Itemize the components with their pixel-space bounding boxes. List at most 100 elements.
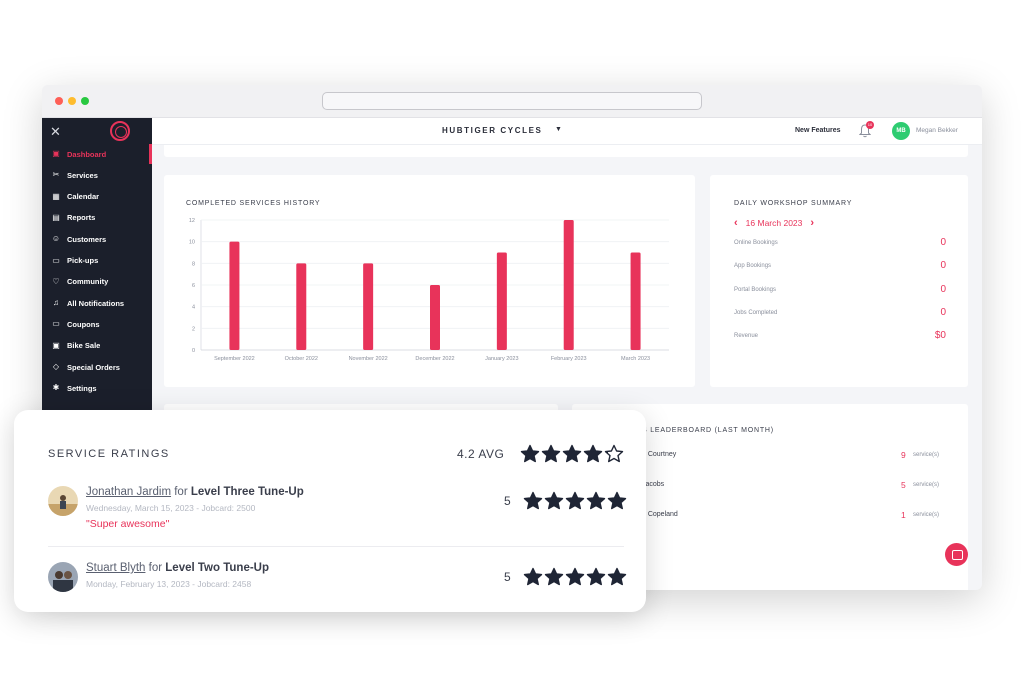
bar[interactable]: [430, 285, 440, 350]
star-icon: [523, 491, 543, 510]
bar[interactable]: [229, 241, 240, 350]
service-unit: service(s): [913, 482, 940, 488]
sidebar-item-customers[interactable]: ☺ Customers: [42, 229, 152, 249]
new-features-link[interactable]: New Features: [795, 127, 841, 134]
browser-titlebar: [42, 85, 982, 118]
review-quote: "Super awesome": [86, 518, 170, 530]
daily-summary-card: DAILY WORKSHOP SUMMARY ‹ 16 March 2023 ›…: [710, 175, 968, 387]
sidebar-item-label: Calendar: [67, 192, 100, 202]
sidebar-item-calendar[interactable]: ▦ Calendar: [42, 187, 152, 207]
review-stars: [523, 491, 627, 511]
date-navigator: ‹ 16 March 2023 ›: [734, 217, 814, 229]
y-tick-label: 2: [192, 326, 195, 332]
average-stars: [520, 444, 624, 464]
avatar[interactable]: MB: [892, 122, 910, 140]
reviewer-avatar[interactable]: [48, 562, 78, 592]
close-icon[interactable]: ✕: [50, 124, 61, 139]
sidebar-item-pick-ups[interactable]: ▭ Pick-ups: [42, 251, 152, 271]
summary-label: Jobs Completed: [734, 309, 778, 316]
sidebar-item-dashboard[interactable]: ▣ Dashboard: [42, 144, 152, 164]
calendar-icon: ▦: [52, 191, 60, 201]
close-window-button[interactable]: [55, 97, 63, 105]
summary-label: Portal Bookings: [734, 286, 777, 293]
reviewer-name-link[interactable]: Jonathan Jardim: [86, 486, 172, 498]
mechanic-name: d Copeland: [642, 511, 678, 518]
maximize-window-button[interactable]: [81, 97, 89, 105]
leaderboard-row: d Copeland 1 service(s): [572, 509, 952, 523]
sidebar-item-services[interactable]: ✂ Services: [42, 165, 152, 185]
sidebar-item-bike-sale[interactable]: ▣ Bike Sale: [42, 336, 152, 356]
chart-title: COMPLETED SERVICES HISTORY: [186, 200, 321, 207]
users-icon: ☺: [51, 234, 61, 244]
sidebar-item-community[interactable]: ♡ Community: [42, 272, 152, 292]
heart-icon: ♡: [52, 276, 60, 286]
summary-value: $0: [934, 330, 946, 342]
reviewer-avatar[interactable]: [48, 486, 78, 516]
user-name[interactable]: Megan Bekker: [916, 127, 958, 134]
chevron-down-icon[interactable]: ▼: [555, 126, 562, 133]
sidebar-item-label: All Notifications: [67, 298, 125, 308]
star-icon: [586, 491, 606, 510]
bar[interactable]: [496, 252, 507, 351]
ratings-title: SERVICE RATINGS: [48, 448, 170, 460]
minimize-window-button[interactable]: [68, 97, 76, 105]
leaderboard-row: e Courtney 9 service(s): [572, 449, 952, 463]
summary-label: Online Bookings: [734, 240, 778, 246]
ratings-average: 4.2 AVG: [457, 447, 505, 461]
star-icon: [562, 444, 582, 463]
y-tick-label: 8: [192, 261, 195, 267]
sidebar-item-settings[interactable]: ✱ Settings: [42, 378, 152, 398]
star-icon: [544, 567, 564, 586]
divider: [48, 546, 624, 547]
x-tick-label: February 2023: [551, 356, 587, 362]
shop-selector[interactable]: HUBTIGER CYCLES: [442, 126, 543, 135]
completed-services-card: COMPLETED SERVICES HISTORY 0 2 4 6 8 10 12 Sept…: [164, 175, 695, 387]
leaderboard-title: S LEADERBOARD (LAST MONTH): [642, 427, 774, 434]
leaderboard-row: Jacobs 5 service(s): [572, 479, 952, 493]
star-icon: [583, 444, 603, 463]
summary-value: 0: [940, 283, 946, 295]
bar[interactable]: [363, 263, 374, 350]
top-bar: HUBTIGER CYCLES ▼ New Features 10 MB Meg…: [152, 118, 982, 145]
summary-row: App Bookings 0: [734, 260, 946, 274]
review-stars: [523, 567, 627, 587]
review-item: Jonathan Jardim for Level Three Tune-Up …: [48, 486, 627, 538]
review-meta: Monday, February 13, 2023 - Jobcard: 245…: [86, 579, 252, 589]
mechanic-name: e Courtney: [642, 451, 677, 458]
x-tick-label: March 2023: [621, 356, 650, 362]
logo: [110, 121, 130, 141]
review-score: 5: [504, 494, 511, 508]
bar[interactable]: [296, 263, 307, 350]
service-count: 9: [901, 450, 906, 460]
review-title: Stuart Blyth for Level Two Tune-Up: [86, 562, 269, 574]
star-icon: [607, 567, 627, 586]
sidebar-item-reports[interactable]: ▤ Reports: [42, 208, 152, 228]
service-unit: service(s): [913, 512, 940, 518]
summary-title: DAILY WORKSHOP SUMMARY: [734, 200, 853, 207]
star-icon: [604, 444, 624, 463]
review-title: Jonathan Jardim for Level Three Tune-Up: [86, 486, 304, 498]
bell-icon: ♫: [53, 298, 59, 308]
gear-icon: ✱: [52, 383, 60, 393]
reviewer-name-link[interactable]: Stuart Blyth: [86, 562, 146, 574]
star-icon: [544, 491, 564, 510]
summary-value: 0: [940, 237, 946, 248]
summary-value: 0: [940, 306, 946, 318]
chevron-right-icon[interactable]: ›: [810, 217, 815, 229]
chevron-left-icon[interactable]: ‹: [734, 217, 738, 229]
sidebar-item-coupons[interactable]: ▭ Coupons: [42, 314, 152, 334]
tools-icon: ✂: [52, 170, 60, 180]
sidebar-item-label: Community: [67, 277, 109, 287]
sidebar-item-all-notifications[interactable]: ♫ All Notifications: [42, 293, 152, 313]
review-meta: Wednesday, March 15, 2023 - Jobcard: 250…: [86, 503, 256, 513]
sidebar-item-special-orders[interactable]: ◇ Special Orders: [42, 357, 152, 377]
chat-icon[interactable]: [945, 543, 968, 566]
star-icon: [607, 491, 627, 510]
mechanic-name: Jacobs: [642, 481, 665, 488]
bar[interactable]: [563, 220, 574, 350]
bar[interactable]: [630, 252, 641, 351]
y-tick-label: 12: [189, 218, 195, 224]
service-unit: service(s): [913, 452, 940, 458]
top-card-strip: [164, 145, 968, 157]
address-bar[interactable]: [322, 92, 702, 110]
